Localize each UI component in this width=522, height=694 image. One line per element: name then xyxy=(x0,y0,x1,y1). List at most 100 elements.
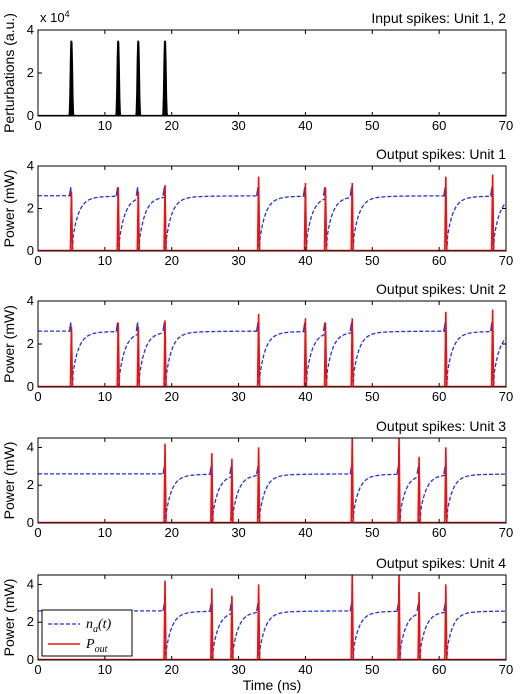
x-tick-label: 20 xyxy=(164,118,178,133)
x-tick-label: 30 xyxy=(231,253,245,268)
y-exponent-label: x 104 xyxy=(40,9,70,25)
pout-spike xyxy=(136,326,141,387)
y-tick-label: 0 xyxy=(27,379,34,394)
panel-3-plot xyxy=(38,309,506,387)
panel-title: Output spikes: Unit 3 xyxy=(376,418,506,434)
x-tick-label: 40 xyxy=(298,525,312,540)
x-tick-label: 40 xyxy=(298,253,312,268)
y-tick-label: 4 xyxy=(27,293,34,308)
y-tick-label: 2 xyxy=(27,65,34,80)
pout-spike xyxy=(490,174,495,251)
legend-na-label: na(t) xyxy=(86,617,112,635)
pout-spike xyxy=(444,311,448,387)
x-tick-label: 10 xyxy=(98,662,112,677)
y-tick-label: 4 xyxy=(27,158,34,173)
pout-spike xyxy=(444,584,448,660)
x-tick-label: 60 xyxy=(432,389,446,404)
y-axis-label: Power (mW) xyxy=(1,442,17,520)
y-tick-label: 2 xyxy=(27,201,34,216)
x-tick-label: 10 xyxy=(98,525,112,540)
x-tick-label: 0 xyxy=(34,525,41,540)
pout-spike xyxy=(444,447,448,523)
x-tick-label: 0 xyxy=(34,662,41,677)
y-tick-label: 2 xyxy=(27,614,34,629)
panel-frame xyxy=(37,574,507,661)
panel-title: Output spikes: Unit 2 xyxy=(376,281,506,297)
x-tick-label: 30 xyxy=(231,525,245,540)
pout-spike xyxy=(69,326,74,387)
panel-1: 0 10 20 30 40 50 60 70 0 2 4 x 104 Input spikes: Uni… xyxy=(1,9,513,133)
x-tick-label: 50 xyxy=(365,389,379,404)
y-axis-label: Power (mW) xyxy=(1,305,17,383)
x-tick-label: 40 xyxy=(298,118,312,133)
x-axis-label: Time (ns) xyxy=(243,677,302,693)
pout-spike xyxy=(230,458,234,523)
y-axis-label: Power (mW) xyxy=(1,170,17,248)
panel-4: 0 10 20 30 40 50 60 70 0 2 4 Output spikes: Unit 3 P… xyxy=(1,418,513,540)
pout-spike xyxy=(69,191,74,251)
pout-spike xyxy=(256,313,261,387)
pout-spike xyxy=(303,182,308,251)
pout-spike xyxy=(397,438,401,523)
y-tick-label: 4 xyxy=(27,439,34,454)
x-tick-label: 70 xyxy=(499,118,513,133)
panel-title: Input spikes: Unit 1, 2 xyxy=(371,10,506,26)
x-tick-label: 20 xyxy=(164,662,178,677)
y-tick-label: 2 xyxy=(27,477,34,492)
x-tick-label: 0 xyxy=(34,253,41,268)
pout-spike xyxy=(417,591,421,660)
y-tick-label: 0 xyxy=(27,515,34,530)
x-tick-label: 70 xyxy=(499,525,513,540)
perturbation-spike xyxy=(161,40,169,116)
pout-spike xyxy=(256,447,261,523)
x-tick-label: 0 xyxy=(34,118,41,133)
pout-spike xyxy=(163,185,167,251)
pout-spike xyxy=(490,309,495,387)
x-tick-label: 60 xyxy=(432,118,446,133)
x-tick-label: 50 xyxy=(365,662,379,677)
pout-spike xyxy=(417,456,421,523)
panel-title: Output spikes: Unit 1 xyxy=(376,146,506,162)
na-trace xyxy=(38,472,506,523)
panel-1-plot xyxy=(38,40,506,116)
pout-spike xyxy=(210,588,214,660)
x-tick-label: 50 xyxy=(365,118,379,133)
pout-spike xyxy=(163,320,167,387)
legend: na(t)Pout xyxy=(41,609,133,657)
na-trace xyxy=(38,329,506,387)
perturbation-spike xyxy=(115,40,122,116)
pout-spike xyxy=(163,580,167,660)
perturbation-spike xyxy=(135,40,142,116)
pout-spike xyxy=(350,575,355,660)
panel-2: 0 10 20 30 40 50 60 70 0 2 4 Output spikes: Unit 1 P… xyxy=(1,146,513,268)
x-tick-label: 70 xyxy=(499,253,513,268)
x-tick-label: 10 xyxy=(98,253,112,268)
panel-title: Output spikes: Unit 4 xyxy=(376,555,506,571)
x-tick-label: 20 xyxy=(164,389,178,404)
pout-spike xyxy=(256,176,261,251)
pout-spike xyxy=(350,182,355,251)
pout-spike xyxy=(116,322,121,387)
x-tick-label: 20 xyxy=(164,525,178,540)
pout-spike xyxy=(323,322,328,387)
pout-spike xyxy=(350,318,355,387)
x-tick-label: 40 xyxy=(298,662,312,677)
x-tick-label: 30 xyxy=(231,389,245,404)
pout-spike xyxy=(136,191,141,251)
x-tick-label: 30 xyxy=(231,662,245,677)
x-tick-label: 40 xyxy=(298,389,312,404)
legend-box xyxy=(41,609,133,657)
y-tick-label: 0 xyxy=(27,243,34,258)
pout-spike xyxy=(230,595,234,660)
pout-spike xyxy=(444,176,448,251)
x-tick-label: 50 xyxy=(365,525,379,540)
na-trace xyxy=(38,193,506,251)
x-tick-label: 60 xyxy=(432,253,446,268)
y-axis-label: Power (mW) xyxy=(1,579,17,657)
panel-frame xyxy=(37,300,507,388)
y-axis-label: Perturbations (a.u.) xyxy=(1,13,17,133)
x-tick-label: 10 xyxy=(98,389,112,404)
pout-spike xyxy=(350,438,355,523)
panel-frame xyxy=(37,437,507,524)
